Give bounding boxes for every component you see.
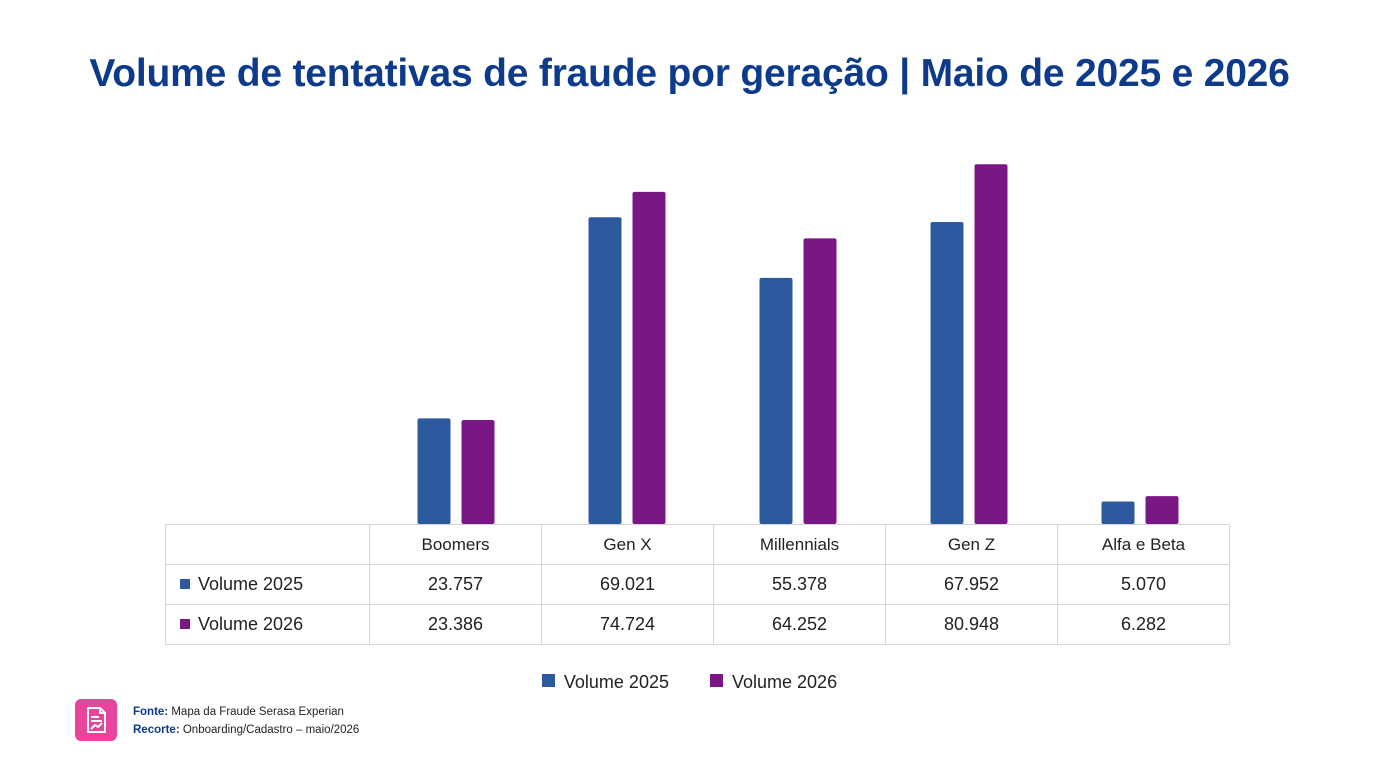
category-label-boomers: Boomers: [369, 524, 542, 565]
legend-swatch-2026: [710, 674, 723, 687]
bar-2026-gen-x: [632, 191, 666, 525]
footer-cut-value: Onboarding/Cadastro – maio/2026: [182, 724, 360, 736]
table-cell: 23.386: [369, 604, 542, 645]
legend-key-2026: [180, 619, 190, 629]
table-cell: 6.282: [1057, 604, 1230, 645]
bar-2025-alfa-e-beta: [1101, 501, 1135, 524]
table-header-row: Boomers Gen X Millennials Gen Z Alfa e B…: [165, 524, 1230, 565]
chart-legend: Volume 2025 Volume 2026: [0, 672, 1379, 693]
table-cell: 80.948: [885, 604, 1058, 645]
chart-title: Volume de tentativas de fraude por geraç…: [89, 52, 1290, 95]
row-label-text-2025: Volume 2025: [198, 574, 304, 594]
category-label-millennials: Millennials: [713, 524, 886, 565]
category-label-gen-x: Gen X: [541, 524, 714, 565]
row-label-2026: Volume 2026: [165, 604, 370, 645]
table-cell: 5.070: [1057, 564, 1230, 605]
bar-2025-gen-x: [588, 217, 622, 525]
table-cell: 64.252: [713, 604, 886, 645]
legend-key-2025: [180, 579, 190, 589]
bar-2026-boomers: [461, 420, 495, 524]
footer-cut: Recorte: Onboarding/Cadastro – maio/2026: [133, 721, 359, 739]
bar-2025-boomers: [417, 418, 451, 524]
row-label-text-2026: Volume 2026: [198, 614, 304, 634]
table-cell: 67.952: [885, 564, 1058, 605]
table-row-2025: Volume 2025 23.757 69.021 55.378 67.952 …: [165, 564, 1230, 605]
table-cell: 55.378: [713, 564, 886, 605]
table-cell: 74.724: [541, 604, 714, 645]
data-table: Boomers Gen X Millennials Gen Z Alfa e B…: [165, 524, 1230, 645]
table-row-2026: Volume 2026 23.386 74.724 64.252 80.948 …: [165, 604, 1230, 645]
footer-source: Fonte: Mapa da Fraude Serasa Experian: [133, 703, 359, 721]
legend-swatch-2025: [541, 674, 555, 687]
report-chart-icon: [75, 699, 117, 741]
legend-label-2025: Volume 2025: [563, 672, 669, 692]
footer-cut-label: Recorte:: [133, 724, 180, 736]
legend-label-2026: Volume 2026: [732, 672, 838, 692]
category-label-alfa-e-beta: Alfa e Beta: [1057, 524, 1230, 565]
row-label-2025: Volume 2025: [165, 564, 370, 605]
legend-item-2026[interactable]: Volume 2026: [710, 672, 837, 693]
bar-2025-millennials: [759, 277, 793, 524]
bar-2026-alfa-e-beta: [1145, 496, 1179, 524]
table-corner-cell: [165, 524, 370, 565]
category-label-gen-z: Gen Z: [885, 524, 1058, 565]
bar-2025-gen-z: [930, 221, 964, 525]
footer-notes: Fonte: Mapa da Fraude Serasa Experian Re…: [133, 703, 359, 739]
legend-item-2025[interactable]: Volume 2025: [541, 672, 669, 693]
table-cell: 23.757: [369, 564, 542, 605]
footer-source-value: Mapa da Fraude Serasa Experian: [171, 706, 344, 718]
bar-2026-millennials: [803, 238, 837, 525]
footer-source-label: Fonte:: [133, 706, 169, 718]
bar-2026-gen-z: [974, 164, 1008, 524]
table-cell: 69.021: [541, 564, 714, 605]
